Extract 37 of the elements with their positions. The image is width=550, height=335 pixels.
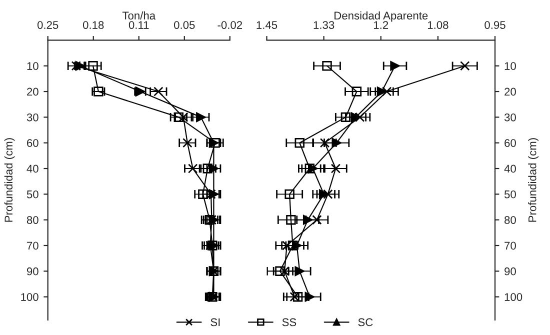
x-tick-label: 1.2	[374, 21, 388, 29]
x-tick-label: 1.33	[314, 21, 334, 29]
x-axis-title: Densidad Aparente	[334, 11, 428, 22]
y-tick-label: 10	[504, 62, 516, 70]
y-tick-label: 60	[504, 139, 516, 147]
y-tick-label: 70	[27, 242, 38, 250]
y-tick-label: 80	[26, 216, 38, 224]
x-tick-label: 0.25	[37, 21, 58, 29]
y-tick-label: 60	[27, 139, 38, 147]
y-axis-title: Profundidad (cm)	[528, 138, 538, 222]
y-tick-label: 10	[27, 62, 38, 70]
y-tick-label: 90	[504, 267, 516, 276]
x-tick-label: 0.11	[128, 21, 149, 29]
x-tick-label: 1.45	[256, 21, 278, 29]
y-tick-label: 20	[504, 88, 516, 96]
x-axis-title: Ton/ha	[122, 11, 156, 20]
y-tick-label: 30	[504, 113, 516, 122]
y-tick-label: 100	[21, 293, 38, 301]
x-tick-label: 0.05	[174, 21, 195, 29]
y-tick-label: 70	[504, 242, 516, 250]
legend-label: SC	[358, 318, 373, 326]
legend-label: SI	[210, 318, 220, 326]
y-axis-title: Profundidad (cm)	[4, 138, 15, 222]
y-tick-label: 20	[27, 88, 38, 96]
y-tick-label: 30	[26, 113, 38, 122]
x-tick-label: 0.18	[82, 21, 104, 29]
y-tick-label: 80	[504, 216, 516, 224]
y-tick-label: 50	[504, 190, 516, 198]
x-tick-label: 1.08	[428, 21, 448, 29]
y-tick-label: 40	[26, 164, 38, 173]
x-tick-label: 0.95	[484, 21, 506, 29]
y-tick-label: 100	[504, 293, 522, 301]
legend-label: SS	[282, 318, 296, 326]
y-tick-label: 40	[504, 164, 516, 173]
y-tick-label: 90	[26, 267, 38, 276]
y-tick-label: 50	[26, 190, 38, 198]
x-tick-label: -0.02	[218, 21, 242, 29]
